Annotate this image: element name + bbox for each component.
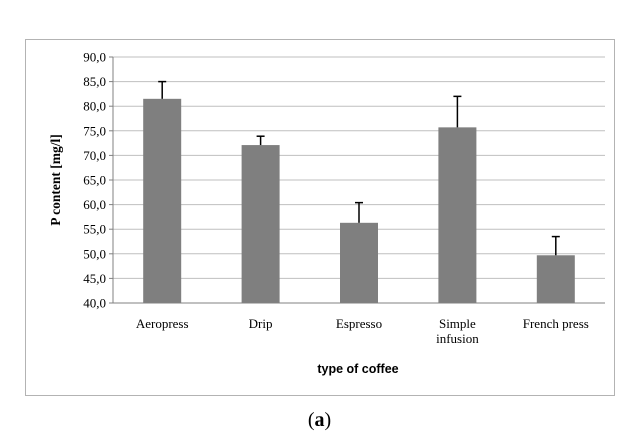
y-tick-labels: 40,0 45,0 50,0 55,0 60,0 65,0 70,0 75,0 80,0 85,0… xyxy=(83,50,106,311)
bar-aeropress xyxy=(143,98,182,303)
chart-frame xyxy=(25,39,615,396)
x-tick-label-line: infusion xyxy=(436,331,479,346)
x-tick-label-line: Drip xyxy=(249,316,273,331)
caption-open-paren: ( xyxy=(307,409,315,431)
x-tick-label: French press xyxy=(523,316,589,331)
bar-french-press xyxy=(536,255,575,303)
x-tick-label: Simple infusion xyxy=(436,316,479,346)
caption-close-paren: ) xyxy=(324,409,332,431)
y-tick-label: 45,0 xyxy=(83,271,106,286)
y-tick-label: 75,0 xyxy=(83,123,106,138)
y-tick-label: 80,0 xyxy=(83,99,106,114)
x-tick-label-line: Simple xyxy=(439,316,476,331)
y-tick-label: 55,0 xyxy=(83,222,106,237)
y-tick-label: 50,0 xyxy=(83,246,106,261)
bar-drip xyxy=(241,145,280,303)
x-axis-title: type of coffee xyxy=(317,362,398,376)
bar-simple-infusion xyxy=(438,127,477,303)
y-axis-title: P content [mg/l] xyxy=(48,134,63,225)
y-tick-label: 60,0 xyxy=(83,197,106,212)
axes xyxy=(112,57,605,304)
bar-chart: 40,0 45,0 50,0 55,0 60,0 65,0 70,0 75,0 80,0 85,0… xyxy=(48,50,605,376)
panel-caption: (a) xyxy=(0,409,639,432)
y-tick-label: 70,0 xyxy=(83,148,106,163)
y-tick-label: 40,0 xyxy=(83,296,106,311)
y-tick-label: 85,0 xyxy=(83,74,106,89)
y-tick-label: 90,0 xyxy=(83,50,106,65)
y-tick-label: 65,0 xyxy=(83,173,106,188)
x-tick-label-line: Aeropress xyxy=(136,316,189,331)
x-tick-label-line: French press xyxy=(523,316,589,331)
x-tick-label: Espresso xyxy=(336,316,382,331)
x-tick-label: Aeropress xyxy=(136,316,189,331)
error-bars xyxy=(158,80,560,256)
x-tick-label: Drip xyxy=(249,316,273,331)
caption-label: a xyxy=(314,409,325,431)
bar-espresso xyxy=(340,222,378,303)
x-tick-label-line: Espresso xyxy=(336,316,382,331)
x-tick-labels: Aeropress Drip Espresso Simple infusion Frenc… xyxy=(136,316,589,346)
bars xyxy=(143,98,575,303)
